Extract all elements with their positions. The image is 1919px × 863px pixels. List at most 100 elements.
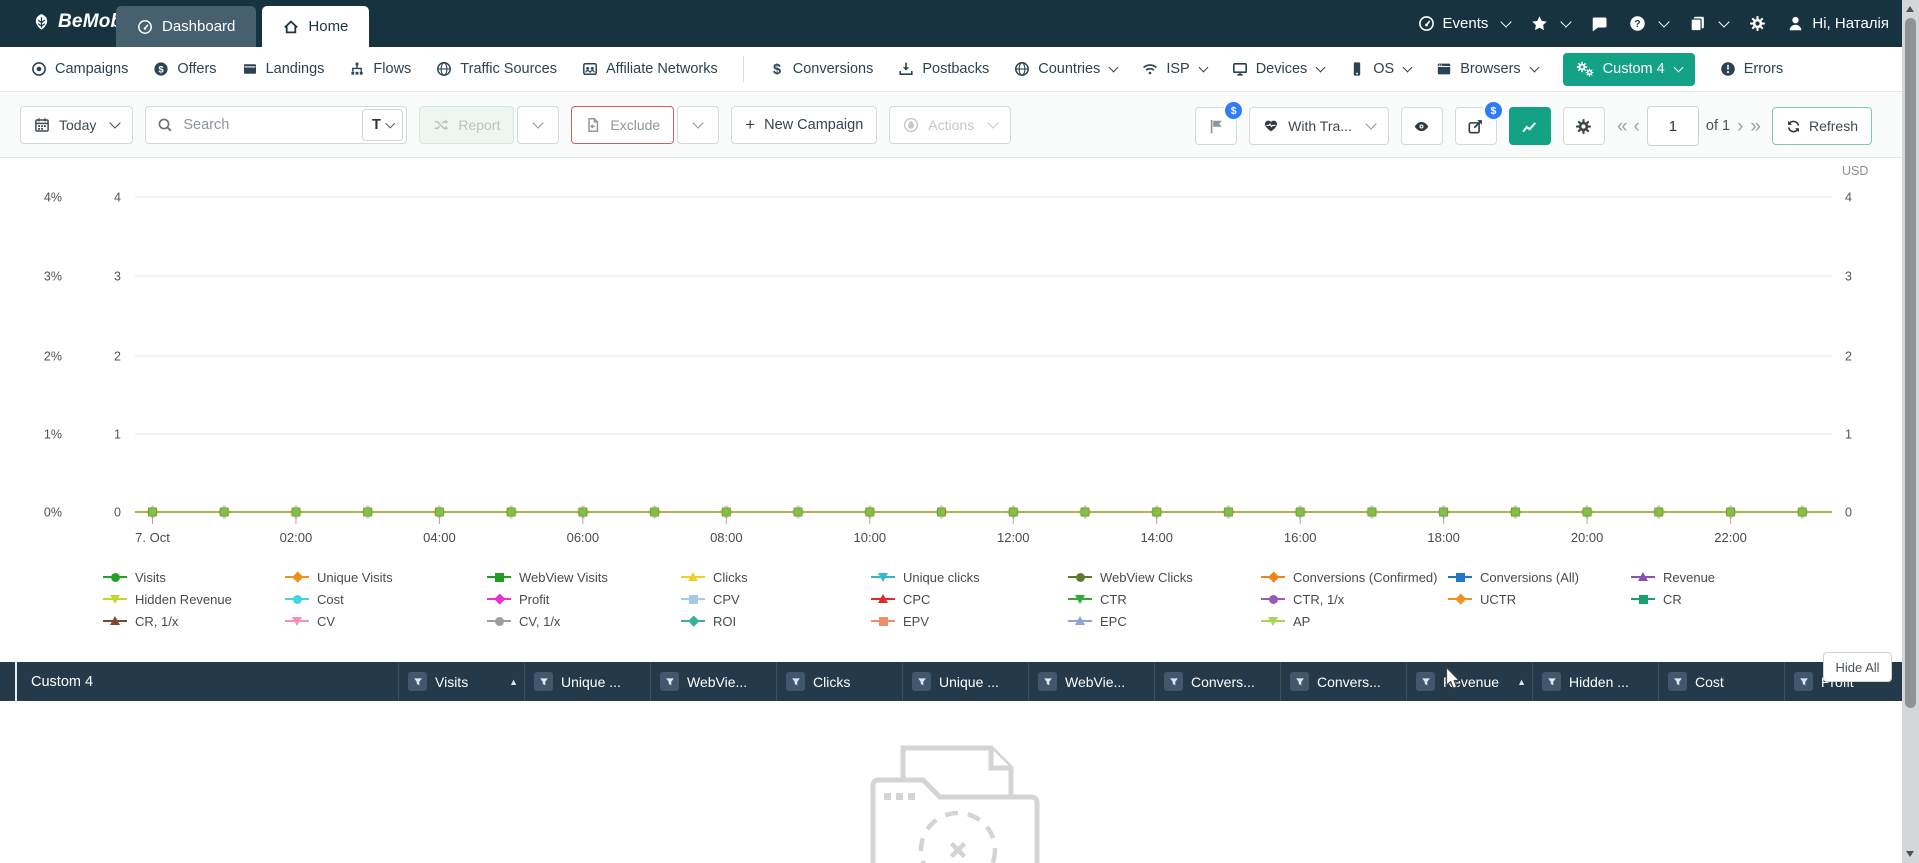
legend-item-unique-visits[interactable]: Unique Visits	[285, 566, 487, 588]
topbar-item-account[interactable]: Hi, Наталія	[1787, 15, 1889, 32]
nav-item-postbacks[interactable]: Postbacks	[898, 61, 989, 77]
legend-item-ap[interactable]: AP	[1261, 610, 1448, 632]
topbar-item-pages[interactable]	[1689, 15, 1731, 32]
page-number-input[interactable]	[1646, 106, 1699, 146]
legend-item-revenue[interactable]: Revenue	[1631, 566, 1791, 588]
legend-item-epc[interactable]: EPC	[1068, 610, 1261, 632]
last-page-button[interactable]: »	[1750, 115, 1761, 137]
chart-toggle-button[interactable]	[1508, 107, 1551, 145]
nav-item-affiliate-networks[interactable]: Affiliate Networks	[582, 61, 718, 77]
filter-funnel-icon[interactable]	[408, 672, 427, 691]
legend-item-roi[interactable]: ROI	[681, 610, 871, 632]
legend-item-webview-visits[interactable]: WebView Visits	[487, 566, 681, 588]
nav-item-conversions[interactable]: $ Conversions	[769, 61, 874, 77]
legend-item-hidden-revenue[interactable]: Hidden Revenue	[103, 588, 285, 610]
report-dropdown-button[interactable]	[517, 106, 560, 144]
legend-item-cr-1-x[interactable]: CR, 1/x	[103, 610, 285, 632]
date-range-button[interactable]: Today	[20, 106, 134, 144]
column-header-clicks-3[interactable]: Clicks	[776, 662, 902, 701]
nav-item-browsers[interactable]: Browsers	[1436, 61, 1540, 77]
filter-funnel-icon[interactable]	[1290, 672, 1309, 691]
nav-item-countries[interactable]: Countries	[1014, 61, 1119, 77]
column-header-cost-10[interactable]: Cost	[1658, 662, 1784, 701]
refresh-button[interactable]: Refresh	[1771, 107, 1872, 145]
column-header-convers-6[interactable]: Convers...	[1154, 662, 1280, 701]
nav-item-errors[interactable]: Errors	[1720, 61, 1783, 77]
filter-funnel-icon[interactable]	[786, 672, 805, 691]
exclude-button[interactable]: Exclude	[571, 106, 675, 144]
nav-item-devices[interactable]: Devices	[1232, 61, 1326, 77]
hide-all-button[interactable]: Hide All	[1823, 652, 1892, 682]
column-header-visits-0[interactable]: Visits ▲	[398, 662, 524, 701]
search-type-dropdown[interactable]: T	[362, 109, 404, 141]
scrollbar-up-arrow[interactable]	[1906, 6, 1914, 12]
legend-item-conversions-all[interactable]: Conversions (All)	[1448, 566, 1631, 588]
scrollbar-thumb[interactable]	[1905, 18, 1916, 708]
legend-item-cost[interactable]: Cost	[285, 588, 487, 610]
next-page-button[interactable]: ›	[1737, 115, 1744, 137]
nav-item-custom4[interactable]: Custom 4	[1562, 52, 1695, 86]
visibility-button[interactable]	[1400, 107, 1443, 145]
prev-page-button[interactable]: ‹	[1633, 115, 1640, 137]
new-campaign-button[interactable]: + New Campaign	[731, 106, 878, 144]
column-header-convers-7[interactable]: Convers...	[1280, 662, 1406, 701]
topbar-item-events[interactable]: Events	[1418, 15, 1513, 32]
filter-funnel-icon[interactable]	[1794, 672, 1813, 691]
topbar-item-favorites[interactable]	[1531, 15, 1573, 32]
legend-item-unique-clicks[interactable]: Unique clicks	[871, 566, 1068, 588]
filter-funnel-icon[interactable]	[1038, 672, 1057, 691]
filter-funnel-icon[interactable]	[1416, 672, 1435, 691]
nav-item-os[interactable]: OS	[1349, 61, 1413, 77]
topbar-item-help[interactable]: ?	[1629, 15, 1671, 32]
column-header-revenue-8[interactable]: Revenue ▲	[1406, 662, 1532, 701]
legend-item-conversions-confirmed[interactable]: Conversions (Confirmed)	[1261, 566, 1448, 588]
first-page-button[interactable]: «	[1616, 115, 1628, 137]
export-button[interactable]: $	[1454, 100, 1504, 145]
filter-funnel-icon[interactable]	[660, 672, 679, 691]
filter-funnel-icon[interactable]	[912, 672, 931, 691]
tab-home[interactable]: Home	[262, 6, 370, 47]
legend-item-cpv[interactable]: CPV	[681, 588, 871, 610]
flag-filter-button[interactable]: $	[1195, 100, 1245, 145]
column-header-webvie-2[interactable]: WebVie...	[650, 662, 776, 701]
column-header-unique-4[interactable]: Unique ...	[902, 662, 1028, 701]
legend-item-uctr[interactable]: UCTR	[1448, 588, 1631, 610]
legend-item-profit[interactable]: Profit	[487, 588, 681, 610]
report-button[interactable]: Report	[419, 106, 515, 144]
nav-item-offers[interactable]: $ Offers	[153, 61, 217, 77]
legend-item-visits[interactable]: Visits	[103, 566, 285, 588]
filter-funnel-icon[interactable]	[1164, 672, 1183, 691]
bemob-logo[interactable]: BeMob	[31, 11, 122, 33]
exclude-dropdown-button[interactable]	[677, 106, 720, 144]
legend-item-webview-clicks[interactable]: WebView Clicks	[1068, 566, 1261, 588]
traffic-filter-dropdown[interactable]: With Tra...	[1249, 107, 1389, 145]
topbar-item-feedback[interactable]	[1591, 15, 1608, 32]
filter-funnel-icon[interactable]	[534, 672, 553, 691]
legend-item-ctr-1-x[interactable]: CTR, 1/x	[1261, 588, 1448, 610]
legend-item-clicks[interactable]: Clicks	[681, 566, 871, 588]
column-header-group[interactable]: Custom 4	[31, 673, 94, 690]
column-header-hidden-9[interactable]: Hidden ...	[1532, 662, 1658, 701]
filter-funnel-icon[interactable]	[1542, 672, 1561, 691]
nav-item-flows[interactable]: Flows	[349, 61, 411, 77]
nav-item-traffic-sources[interactable]: Traffic Sources	[436, 61, 557, 77]
column-header-webvie-5[interactable]: WebVie...	[1028, 662, 1154, 701]
legend-item-cpc[interactable]: CPC	[871, 588, 1068, 610]
legend-item-epv[interactable]: EPV	[871, 610, 1068, 632]
scrollbar-down-arrow[interactable]	[1906, 851, 1914, 857]
search-field[interactable]: T	[145, 106, 408, 144]
table-settings-button[interactable]	[1562, 107, 1605, 145]
legend-item-cr[interactable]: CR	[1631, 588, 1791, 610]
filter-funnel-icon[interactable]	[1668, 672, 1687, 691]
search-input[interactable]	[181, 116, 354, 134]
actions-button[interactable]: Actions	[889, 106, 1012, 144]
nav-item-campaigns[interactable]: Campaigns	[31, 61, 128, 77]
nav-item-isp[interactable]: ISP	[1142, 61, 1209, 77]
topbar-item-settings[interactable]	[1749, 15, 1766, 32]
legend-item-cv[interactable]: CV	[285, 610, 487, 632]
legend-item-cv-1-x[interactable]: CV, 1/x	[487, 610, 681, 632]
nav-item-landings[interactable]: Landings	[242, 61, 324, 77]
legend-item-ctr[interactable]: CTR	[1068, 588, 1261, 610]
column-header-unique-1[interactable]: Unique ...	[524, 662, 650, 701]
tab-dashboard[interactable]: Dashboard	[116, 6, 257, 47]
